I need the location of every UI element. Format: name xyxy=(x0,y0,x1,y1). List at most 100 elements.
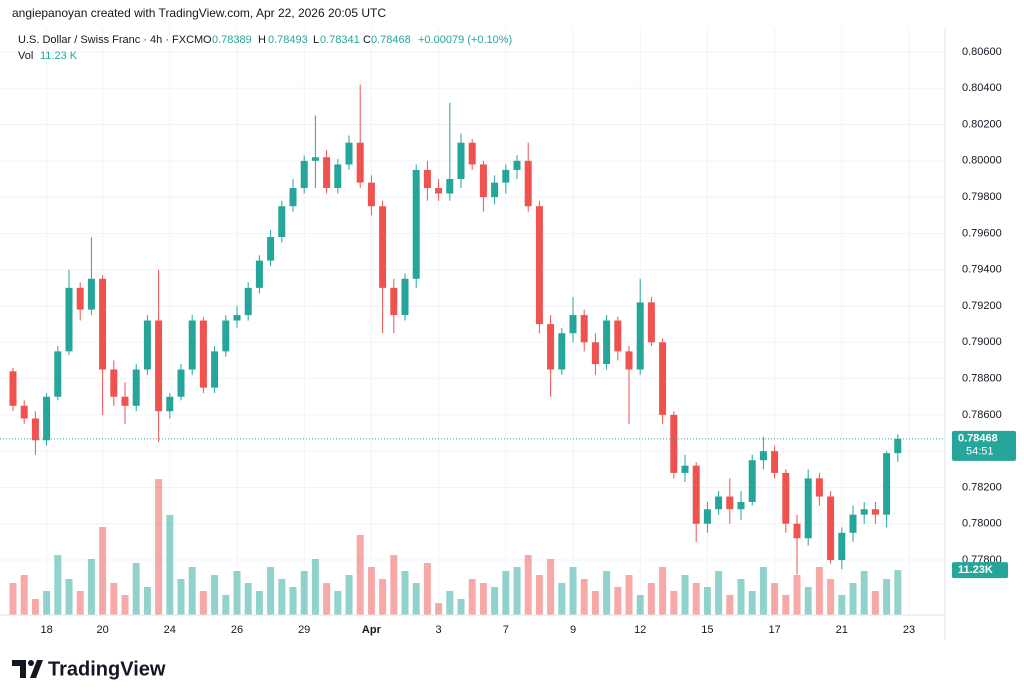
candle-body xyxy=(188,320,196,370)
volume-bar xyxy=(726,595,734,615)
candle-layer xyxy=(9,84,902,575)
candle-body xyxy=(65,287,73,352)
candle-body xyxy=(580,315,588,343)
candle-body xyxy=(591,342,599,365)
legend-value: 0.78493 xyxy=(268,34,308,46)
y-tick-label: 0.78000 xyxy=(962,518,1002,530)
volume-bar xyxy=(199,591,207,615)
volume-bar xyxy=(244,583,252,615)
candle-body xyxy=(827,496,835,561)
volume-bar xyxy=(311,559,319,615)
candle-body xyxy=(446,178,454,194)
volume-bar xyxy=(580,579,588,615)
volume-bar xyxy=(491,587,499,615)
x-tick-label: 24 xyxy=(164,624,176,636)
candle-body xyxy=(311,157,319,161)
candle-body xyxy=(457,142,465,179)
legend-change: +0.00079 (+0.10%) xyxy=(418,34,512,46)
candle-body xyxy=(524,160,532,207)
candle-body xyxy=(793,523,801,539)
candle-body xyxy=(513,160,521,170)
y-tick-label: 0.78200 xyxy=(962,481,1002,493)
x-tick-label: 9 xyxy=(570,624,576,636)
volume-bar xyxy=(647,583,655,615)
y-tick-label: 0.79600 xyxy=(962,227,1002,239)
x-tick-label: 18 xyxy=(40,624,52,636)
volume-bar xyxy=(188,567,196,615)
candle-body xyxy=(849,514,857,533)
volume-bar xyxy=(883,579,891,615)
candle-body xyxy=(401,278,409,316)
volume-bar xyxy=(155,479,163,615)
volume-bar xyxy=(356,535,364,615)
candle-body xyxy=(87,278,95,310)
volume-bar xyxy=(267,567,275,615)
volume-bar xyxy=(457,599,465,615)
volume-bar xyxy=(334,591,342,615)
y-tick-label: 0.79400 xyxy=(962,264,1002,276)
volume-bar xyxy=(65,579,73,615)
candle-body xyxy=(121,396,129,406)
candle-body xyxy=(883,453,891,515)
volume-bar xyxy=(423,563,431,615)
candle-body xyxy=(132,369,140,406)
candle-body xyxy=(759,451,767,461)
candle-body xyxy=(692,465,700,524)
candle-body xyxy=(9,371,17,406)
volume-bar xyxy=(468,579,476,615)
x-tick-label: Apr xyxy=(362,624,382,636)
volume-bar xyxy=(524,555,532,615)
x-tick-label: 29 xyxy=(298,624,310,636)
volume-bar xyxy=(300,571,308,615)
volume-bar xyxy=(43,591,51,615)
candle-body xyxy=(244,287,252,316)
volume-bar xyxy=(547,559,555,615)
volume-bar xyxy=(815,567,823,615)
symbol-title: U.S. Dollar / Swiss Franc · 4h · FXCM xyxy=(18,34,203,46)
volume-bar xyxy=(793,575,801,615)
candle-body xyxy=(435,188,443,194)
legend-label: H xyxy=(258,34,266,46)
volume-bar xyxy=(535,575,543,615)
volume-bar xyxy=(345,575,353,615)
candle-body xyxy=(502,169,510,183)
candle-body xyxy=(211,351,219,388)
candle-body xyxy=(479,164,487,198)
candle-body xyxy=(871,509,879,515)
y-tick-label: 0.78600 xyxy=(962,409,1002,421)
candle-body xyxy=(647,302,655,343)
candle-body xyxy=(715,496,723,510)
candle-body xyxy=(726,496,734,510)
candle-body xyxy=(222,320,230,352)
candle-body xyxy=(636,302,644,370)
volume-bar xyxy=(479,583,487,615)
candle-body xyxy=(20,405,28,419)
candle-body xyxy=(177,369,185,397)
candle-body xyxy=(199,320,207,388)
candle-body xyxy=(278,206,286,238)
candle-body xyxy=(31,418,39,441)
volume-bar xyxy=(614,587,622,615)
volume-bar xyxy=(211,575,219,615)
volume-bar xyxy=(54,555,62,615)
price-tag-text: 0.78468 xyxy=(958,433,998,445)
volume-bar xyxy=(31,599,39,615)
volume-bar xyxy=(233,571,241,615)
volume-bar xyxy=(255,591,263,615)
candle-body xyxy=(155,320,163,412)
candle-body xyxy=(379,206,387,288)
volume-bar xyxy=(132,563,140,615)
volume-bar xyxy=(804,587,812,615)
candle-body xyxy=(345,142,353,165)
volume-bar xyxy=(435,603,443,615)
candle-body xyxy=(681,465,689,473)
volume-bar xyxy=(502,571,510,615)
y-tick-label: 0.79800 xyxy=(962,191,1002,203)
legend-label: L xyxy=(313,34,319,46)
volume-bar xyxy=(289,587,297,615)
candle-body xyxy=(748,460,756,502)
x-tick-label: 17 xyxy=(768,624,780,636)
volume-bar xyxy=(782,595,790,615)
volume-bar xyxy=(99,527,107,615)
candle-body xyxy=(569,315,577,334)
